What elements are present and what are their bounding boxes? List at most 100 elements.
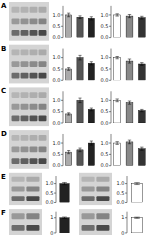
blot-band — [30, 30, 38, 36]
error-cap — [128, 143, 131, 144]
blot-band — [30, 7, 38, 13]
y-tick-label: 1.0 — [46, 180, 54, 186]
blot-band — [12, 30, 20, 36]
y-tick — [125, 193, 127, 194]
bar — [126, 61, 133, 80]
blot-band — [30, 115, 38, 121]
blot-band — [21, 7, 29, 13]
bar — [77, 100, 83, 123]
y-tick — [54, 193, 56, 194]
y-tick — [109, 165, 111, 166]
bar — [126, 16, 133, 38]
y-axis-line — [111, 49, 112, 81]
blot-band — [12, 104, 20, 110]
blot-background — [9, 173, 42, 205]
error-cap — [90, 145, 93, 146]
blot — [79, 173, 112, 205]
bar — [88, 109, 94, 123]
y-tick-label: 0.0 — [53, 120, 61, 126]
bar — [77, 150, 83, 166]
error-bar — [140, 147, 143, 150]
bar-chart: 0.00.51.0 — [101, 134, 146, 168]
error-bar — [67, 68, 70, 71]
blot-band — [12, 73, 20, 79]
y-tick — [54, 232, 56, 233]
y-tick — [61, 80, 63, 81]
error-cap — [115, 56, 118, 57]
marks — [132, 183, 143, 203]
blot — [9, 209, 42, 235]
y-axis-line — [111, 134, 112, 166]
blot-band — [12, 147, 20, 153]
panel-label: E — [1, 173, 6, 181]
y-tick — [61, 14, 63, 15]
error-cap — [90, 110, 93, 111]
y-axis-line — [127, 176, 128, 202]
y-tick-label: 0.5 — [46, 190, 54, 196]
blot-band — [39, 7, 47, 13]
error-cap — [90, 64, 93, 65]
error-cap — [134, 218, 140, 219]
y-tick-label: 0.0 — [53, 34, 61, 40]
y-tick — [61, 37, 63, 38]
bar — [138, 149, 145, 166]
y-tick — [109, 111, 111, 112]
y-tick-label: 0.5 — [101, 23, 109, 29]
error-line — [141, 16, 142, 19]
error-line — [68, 113, 69, 115]
marks — [114, 99, 145, 123]
y-tick-label: 1.0 — [117, 180, 125, 186]
error-bar — [134, 217, 140, 218]
blot-band — [96, 177, 109, 182]
blot-band — [12, 158, 20, 164]
y-tick-label: 1.0 — [101, 97, 109, 103]
blot-band — [30, 61, 38, 67]
error-cap — [128, 59, 131, 60]
y-tick-label: 0.5 — [53, 108, 61, 114]
error-bar — [90, 17, 93, 20]
blot-band — [12, 196, 25, 201]
error-cap — [78, 148, 81, 149]
bar-chart: 0.00.51.0 — [101, 91, 146, 125]
error-bar — [115, 14, 118, 16]
error-bar — [67, 13, 70, 17]
bar — [114, 58, 121, 81]
blot-band — [82, 225, 95, 231]
blot-band — [12, 18, 20, 24]
error-bar — [78, 16, 81, 19]
blot-band — [96, 213, 109, 219]
y-axis-line — [63, 91, 64, 123]
error-line — [129, 140, 130, 144]
marks — [60, 182, 69, 202]
error-cap — [115, 16, 118, 17]
error-line — [137, 183, 138, 185]
error-cap — [90, 108, 93, 109]
marks — [114, 140, 145, 166]
blot-band — [21, 61, 29, 67]
y-tick — [61, 111, 63, 112]
blot-band — [96, 225, 109, 231]
error-bar — [140, 63, 143, 66]
y-tick — [61, 165, 63, 166]
blot-band — [39, 73, 47, 79]
error-line — [141, 109, 142, 111]
error-cap — [90, 19, 93, 20]
blot-band — [21, 115, 29, 121]
figure: 0.00.51.0A0.00.51.00.00.51.0B0.00.51.00.… — [0, 0, 150, 237]
error-cap — [140, 147, 143, 148]
y-tick-label: 0.5 — [101, 66, 109, 72]
y-tick-label: 0.0 — [46, 199, 54, 205]
error-cap — [67, 16, 70, 17]
blot-band — [26, 177, 39, 182]
y-tick-label: 0.5 — [53, 66, 61, 72]
error-line — [64, 182, 65, 184]
blot-band — [12, 177, 25, 182]
error-cap — [134, 184, 140, 185]
blot-band — [30, 50, 38, 56]
y-tick — [125, 202, 127, 203]
y-tick-label: 1 — [121, 214, 124, 220]
blot-band — [26, 187, 39, 192]
error-bar — [140, 109, 143, 111]
error-line — [68, 68, 69, 71]
blot — [9, 130, 49, 169]
